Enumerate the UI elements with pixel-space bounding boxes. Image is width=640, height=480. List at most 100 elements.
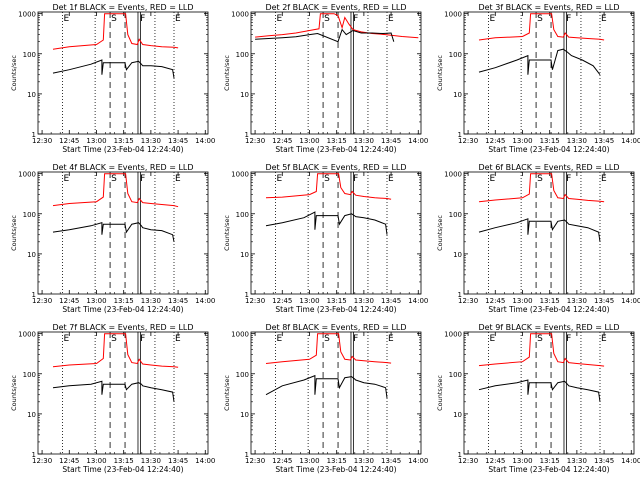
x-tick-label: 13:30: [567, 297, 587, 305]
plot-frame: [37, 11, 209, 135]
x-tick-label: 14:00: [408, 297, 428, 305]
panel-title: Det 8f BLACK = Events, RED = LLD: [265, 323, 406, 332]
x-tick-label: 12:30: [458, 297, 478, 305]
x-tick-label: 13:15: [540, 297, 560, 305]
events-series-line: [265, 211, 388, 235]
plot-frame: [37, 331, 209, 455]
x-tick-label: 12:30: [458, 137, 478, 145]
x-tick-label: 13:00: [299, 297, 319, 305]
x-tick-label: 12:30: [32, 297, 52, 305]
marker-label: F: [140, 14, 145, 24]
x-tick-label: 13:45: [168, 297, 188, 305]
panel-2: Det 2f BLACK = Events, RED = LLD 1 10 100 10…: [223, 3, 428, 154]
events-series-line: [478, 218, 601, 242]
marker-label: F: [353, 14, 358, 24]
x-axis-label: Start Time (23-Feb-04 12:24:40): [62, 305, 183, 314]
lld-series-line: [478, 333, 605, 367]
marker-label: F: [353, 334, 358, 344]
marker-label: S: [111, 334, 117, 344]
x-tick-label: 13:30: [567, 137, 587, 145]
x-tick-label: 14:00: [621, 457, 640, 465]
x-tick-label: 14:00: [195, 297, 215, 305]
marker-label: E: [388, 174, 394, 184]
plot-frame: [463, 171, 635, 295]
panel-title: Det 7f BLACK = Events, RED = LLD: [52, 323, 193, 332]
y-tick-label: 1000: [18, 11, 36, 19]
panel-title: Det 6f BLACK = Events, RED = LLD: [478, 163, 619, 172]
panel-9: Det 9f BLACK = Events, RED = LLD 1 10 100 10…: [436, 323, 640, 474]
y-axis-label: Counts/sec: [436, 55, 444, 91]
marker-label: E: [388, 334, 394, 344]
x-tick-label: 13:15: [327, 297, 347, 305]
marker-label: S: [537, 334, 543, 344]
x-tick-label: 13:15: [540, 457, 560, 465]
marker-label: E: [63, 334, 69, 344]
y-tick-label: 1000: [444, 171, 462, 179]
marker-label: E: [489, 334, 495, 344]
x-tick-label: 12:30: [245, 137, 265, 145]
y-tick-label: 10: [27, 411, 36, 419]
x-tick-label: 12:30: [458, 457, 478, 465]
y-axis-label: Counts/sec: [223, 375, 231, 411]
x-tick-label: 14:00: [621, 297, 640, 305]
y-tick-label: 10: [453, 411, 462, 419]
x-tick-label: 13:30: [141, 297, 161, 305]
x-tick-label: 12:45: [272, 297, 292, 305]
x-tick-label: 12:45: [485, 137, 505, 145]
x-tick-label: 13:15: [114, 137, 134, 145]
x-tick-label: 13:30: [354, 297, 374, 305]
x-axis-label: Start Time (23-Feb-04 12:24:40): [62, 145, 183, 154]
marker-label: S: [111, 174, 117, 184]
y-tick-label: 10: [453, 251, 462, 259]
x-tick-label: 14:00: [408, 457, 428, 465]
panel-5: Det 5f BLACK = Events, RED = LLD 1 10 100 10…: [223, 163, 428, 314]
marker-label: E: [276, 334, 282, 344]
marker-label: E: [489, 14, 495, 24]
plot-frame: [250, 171, 422, 295]
x-axis-label: Start Time (23-Feb-04 12:24:40): [488, 465, 609, 474]
y-tick-label: 10: [240, 91, 249, 99]
x-tick-label: 13:15: [114, 297, 134, 305]
marker-label: S: [111, 14, 117, 24]
panel-title: Det 2f BLACK = Events, RED = LLD: [265, 3, 406, 12]
y-tick-label: 1000: [231, 11, 249, 19]
y-tick-label: 10: [240, 411, 249, 419]
marker-label: S: [324, 14, 330, 24]
x-tick-label: 12:30: [245, 457, 265, 465]
y-tick-label: 1: [32, 291, 36, 299]
x-tick-label: 13:00: [512, 137, 532, 145]
panel-title: Det 1f BLACK = Events, RED = LLD: [52, 3, 193, 12]
x-tick-label: 12:45: [272, 457, 292, 465]
x-axis-label: Start Time (23-Feb-04 12:24:40): [275, 305, 396, 314]
events-series-line: [265, 374, 388, 398]
marker-label: E: [175, 14, 181, 24]
y-tick-label: 10: [240, 251, 249, 259]
y-tick-label: 1000: [18, 331, 36, 339]
x-tick-label: 13:45: [381, 457, 401, 465]
marker-label: E: [601, 174, 607, 184]
y-tick-label: 10: [453, 91, 462, 99]
x-tick-label: 13:45: [381, 297, 401, 305]
x-axis-label: Start Time (23-Feb-04 12:24:40): [275, 465, 396, 474]
y-tick-label: 1: [32, 451, 36, 459]
marker-label: F: [140, 334, 145, 344]
x-tick-label: 13:30: [354, 457, 374, 465]
y-tick-label: 100: [236, 371, 249, 379]
x-tick-label: 13:15: [327, 457, 347, 465]
y-axis-label: Counts/sec: [223, 215, 231, 251]
x-tick-label: 12:30: [32, 457, 52, 465]
x-tick-label: 13:15: [540, 137, 560, 145]
y-axis-label: Counts/sec: [436, 215, 444, 251]
marker-label: F: [566, 14, 571, 24]
panel-8: Det 8f BLACK = Events, RED = LLD 1 10 100 10…: [223, 323, 428, 474]
y-tick-label: 100: [236, 211, 249, 219]
y-tick-label: 100: [23, 211, 36, 219]
plot-frame: [250, 331, 422, 455]
y-tick-label: 1000: [18, 171, 36, 179]
lld-series-line: [265, 173, 392, 200]
x-tick-label: 12:30: [32, 137, 52, 145]
panel-title: Det 3f BLACK = Events, RED = LLD: [478, 3, 619, 12]
x-tick-label: 13:45: [168, 457, 188, 465]
marker-label: E: [388, 14, 394, 24]
